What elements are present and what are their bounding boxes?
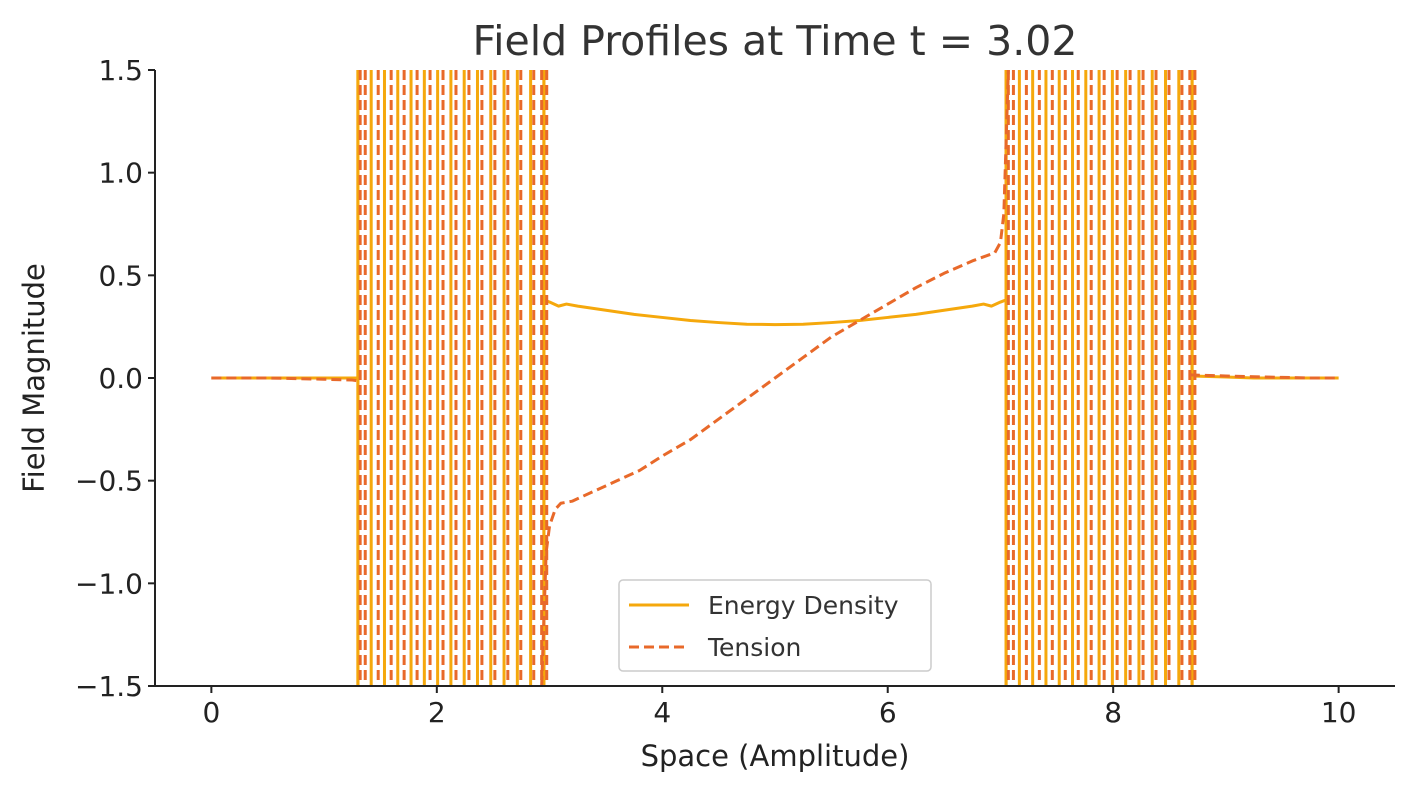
x-tick-label: 8: [1104, 696, 1122, 729]
legend-box: [618, 579, 932, 672]
y-tick-label: −1.5: [75, 670, 143, 703]
y-tick-label: 0.0: [98, 362, 143, 395]
x-tick-label: 10: [1321, 696, 1357, 729]
x-axis-label: Space (Amplitude): [641, 739, 910, 773]
chart-title: Field Profiles at Time t = 3.02: [473, 17, 1078, 65]
y-tick-label: 0.5: [98, 259, 143, 292]
legend-label: Energy Density: [708, 591, 899, 620]
y-tick-label: 1.0: [98, 157, 143, 190]
tension-line-segment: [1189, 373, 1339, 380]
axes: 0 2 4 6 8 10 −1.5 −1.0 −0.5 0.0 0.5 1.0 1.5: [75, 54, 1395, 729]
y-tick-label: −0.5: [75, 465, 143, 498]
y-tick-label: 1.5: [98, 54, 143, 87]
y-tick-label: −1.0: [75, 567, 143, 600]
x-tick-label: 6: [879, 696, 897, 729]
legend-label: Tension: [707, 633, 801, 662]
plot-area: [211, 70, 1339, 686]
y-axis-label: Field Magnitude: [17, 263, 51, 493]
tension-line-segment: [540, 70, 1010, 686]
x-tick-label: 2: [428, 696, 446, 729]
tension-line-segment: [211, 376, 361, 383]
x-tick-label: 0: [202, 696, 220, 729]
legend: Energy Density Tension: [618, 579, 932, 672]
x-tick-label: 4: [653, 696, 671, 729]
energy-density-line-segment: [543, 298, 1007, 327]
